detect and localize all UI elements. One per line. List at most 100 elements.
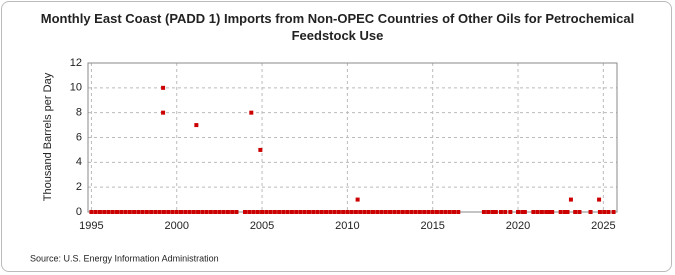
x-tick-label: 2025: [591, 220, 615, 232]
point: [196, 210, 201, 214]
point: [396, 210, 401, 214]
point: [383, 210, 388, 214]
point: [565, 210, 570, 214]
point: [550, 210, 555, 214]
point: [434, 210, 439, 214]
point: [217, 210, 222, 214]
point: [132, 210, 137, 214]
point: [289, 210, 294, 214]
point: [535, 210, 540, 214]
point: [230, 210, 235, 214]
point: [568, 197, 573, 202]
point: [597, 210, 602, 214]
point: [315, 210, 320, 214]
y-tick-label: 6: [76, 131, 82, 143]
point: [341, 210, 346, 214]
point: [311, 210, 316, 214]
point: [234, 210, 239, 214]
point: [486, 210, 491, 214]
point: [606, 210, 611, 214]
point: [531, 210, 536, 214]
point: [268, 210, 273, 214]
chart-title: Monthly East Coast (PADD 1) Imports from…: [40, 11, 635, 43]
y-tick-label: 4: [76, 156, 82, 168]
point: [392, 210, 397, 214]
point: [405, 210, 410, 214]
point: [221, 210, 226, 214]
point: [260, 210, 265, 214]
frame: [1, 1, 672, 272]
point: [558, 210, 563, 214]
point: [110, 210, 115, 214]
point: [302, 210, 307, 214]
point: [522, 210, 527, 214]
point: [319, 210, 324, 214]
point: [136, 210, 141, 214]
point: [336, 210, 341, 214]
point: [379, 210, 384, 214]
point: [119, 210, 124, 214]
point: [481, 210, 486, 214]
point: [204, 210, 209, 214]
point: [225, 210, 230, 214]
point: [597, 197, 602, 202]
point: [123, 210, 128, 214]
y-tick-label: 8: [76, 107, 82, 119]
point: [516, 210, 521, 214]
point: [602, 210, 607, 214]
point: [573, 210, 578, 214]
point: [264, 210, 269, 214]
point: [328, 210, 333, 214]
point: [546, 210, 551, 214]
point: [422, 210, 427, 214]
point: [508, 210, 513, 214]
point: [242, 210, 247, 214]
point: [249, 110, 254, 115]
x-tick-label: 2015: [420, 220, 444, 232]
point: [89, 210, 94, 214]
point: [144, 210, 149, 214]
x-tick-label: 2005: [250, 220, 274, 232]
y-tick-label: 12: [70, 57, 82, 69]
point: [281, 210, 286, 214]
point: [375, 210, 380, 214]
point: [179, 210, 184, 214]
point: [153, 210, 158, 214]
point: [562, 210, 567, 214]
point: [353, 210, 358, 214]
point: [349, 210, 354, 214]
point: [443, 210, 448, 214]
point: [183, 210, 188, 214]
point: [194, 123, 199, 128]
point: [115, 210, 120, 214]
point: [200, 210, 205, 214]
point: [285, 210, 290, 214]
point: [324, 210, 329, 214]
point: [539, 210, 544, 214]
point: [170, 210, 175, 214]
point: [272, 210, 277, 214]
point: [294, 210, 299, 214]
point: [544, 210, 549, 214]
point: [417, 210, 422, 214]
point: [355, 197, 360, 202]
point: [611, 210, 616, 214]
point: [345, 210, 350, 214]
point: [187, 210, 192, 214]
point: [93, 210, 98, 214]
point: [490, 210, 495, 214]
point: [503, 210, 508, 214]
point: [277, 210, 282, 214]
point: [498, 210, 503, 214]
point: [166, 210, 171, 214]
point: [400, 210, 405, 214]
point: [306, 210, 311, 214]
point: [362, 210, 367, 214]
point: [447, 210, 452, 214]
point: [370, 210, 375, 214]
point: [298, 210, 303, 214]
point: [430, 210, 435, 214]
point: [426, 210, 431, 214]
